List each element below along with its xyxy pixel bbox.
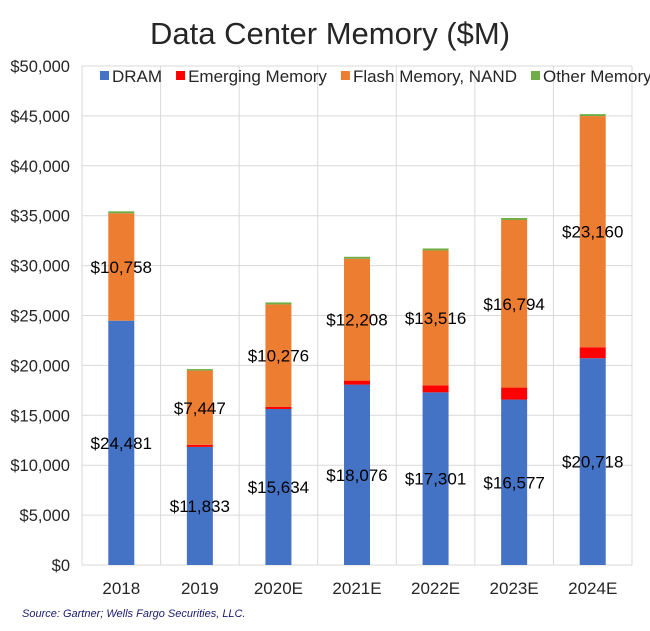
bar-emerging-memory: [186, 444, 213, 447]
bar-emerging-memory: [344, 380, 370, 385]
legend-item: Emerging Memory: [176, 67, 327, 86]
legend-item: Other Memory: [530, 67, 650, 86]
legend-swatch: [340, 71, 350, 80]
data-label: $7,447: [174, 399, 226, 418]
y-tick-label: $50,000: [10, 58, 70, 76]
legend-item: DRAM: [100, 67, 162, 86]
bar-dram: [501, 399, 528, 565]
bar-dram: [108, 320, 135, 565]
bar-flash-memory-nand: [501, 219, 528, 388]
data-label: $10,758: [91, 258, 152, 277]
bar-flash-memory-nand: [344, 258, 370, 381]
bar-dram: [422, 392, 449, 565]
bar-emerging-memory: [265, 406, 292, 409]
legend-swatch: [176, 71, 186, 80]
data-label: $12,208: [326, 311, 387, 330]
y-tick-label: $20,000: [10, 357, 70, 375]
bar-emerging-memory: [422, 385, 449, 393]
bar-dram: [579, 358, 606, 565]
data-label: $23,160: [562, 223, 623, 242]
data-label: $16,577: [483, 473, 544, 492]
bar-flash-memory-nand: [186, 370, 213, 445]
data-label: $16,794: [483, 295, 544, 314]
data-labels: $24,481 $10,758 $11,833 $7,447 $15,634 $10,27…: [91, 223, 624, 516]
y-tick-label: $10,000: [10, 457, 70, 475]
x-axis: 2018 2019 2020E 2021E 2022E 2023E 2024E: [102, 579, 617, 598]
data-label: $18,076: [326, 466, 387, 485]
y-tick-label: $15,000: [10, 407, 70, 425]
legend-label: Emerging Memory: [188, 67, 327, 86]
y-tick-label: $45,000: [10, 108, 70, 126]
x-tick-label: 2024E: [568, 579, 617, 598]
data-label: $24,481: [91, 434, 152, 453]
data-label: $20,718: [562, 453, 623, 472]
bar-other-memory: [108, 211, 135, 214]
legend-item: Flash Memory, NAND: [340, 67, 517, 86]
bar-other-memory: [186, 369, 213, 371]
legend-swatch: [100, 71, 109, 80]
bars: [108, 114, 606, 565]
legend-label: Flash Memory, NAND: [353, 67, 517, 86]
y-tick-label: $25,000: [10, 308, 70, 326]
bar-dram: [344, 384, 370, 565]
x-tick-label: 2018: [102, 579, 140, 598]
legend-swatch: [530, 71, 540, 80]
bar-dram: [186, 446, 213, 565]
bar-flash-memory-nand: [579, 116, 606, 348]
y-tick-label: $30,000: [10, 258, 70, 276]
legend-label: DRAM: [112, 67, 162, 86]
bar-dram: [265, 408, 292, 565]
x-tick-label: 2022E: [411, 579, 460, 598]
legend-label: Other Memory: [543, 67, 650, 86]
chart-title: Data Center Memory ($M): [150, 16, 510, 51]
bar-emerging-memory: [501, 387, 528, 400]
x-tick-label: 2020E: [254, 579, 303, 598]
data-label: $11,833: [170, 497, 230, 516]
bar-other-memory: [501, 217, 528, 220]
x-tick-label: 2023E: [490, 579, 539, 598]
bar-other-memory: [265, 302, 292, 305]
data-label: $15,634: [248, 478, 309, 497]
x-tick-label: 2021E: [332, 579, 381, 598]
y-tick-label: $35,000: [10, 208, 70, 226]
bar-other-memory: [579, 114, 606, 117]
bar-other-memory: [422, 248, 449, 251]
bar-emerging-memory: [579, 347, 606, 359]
x-tick-label: 2019: [181, 579, 219, 598]
data-label: $17,301: [405, 470, 466, 489]
bar-flash-memory-nand: [422, 250, 449, 386]
y-tick-label: $40,000: [10, 158, 70, 176]
bar-flash-memory-nand: [108, 213, 135, 321]
source-note: Source: Gartner; Wells Fargo Securities,…: [22, 608, 246, 620]
y-tick-label: $0: [52, 557, 70, 575]
legend: DRAM Emerging Memory Flash Memory, NAND Oth…: [100, 67, 650, 86]
data-label: $13,516: [405, 309, 466, 328]
y-tick-label: $5,000: [20, 507, 70, 525]
bar-flash-memory-nand: [265, 304, 292, 407]
bar-other-memory: [344, 256, 370, 259]
y-axis: $0 $5,000 $10,000 $15,000 $20,000 $25,000 $30,…: [10, 58, 70, 575]
data-label: $10,276: [248, 347, 309, 366]
